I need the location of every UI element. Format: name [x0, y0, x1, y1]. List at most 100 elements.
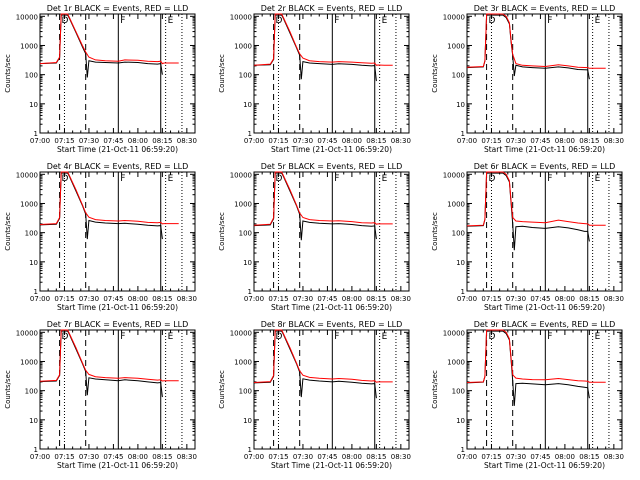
event-marker-label: E: [168, 332, 174, 342]
event-marker-label: F: [547, 16, 552, 26]
panel-title: Det 2r BLACK = Events, RED = LLD: [261, 4, 403, 13]
x-tick-label: 07:30: [293, 137, 313, 145]
y-tick-label: 10: [29, 417, 38, 425]
x-tick-label: 07:15: [54, 137, 74, 145]
panel-8: Det 8r BLACK = Events, RED = LLD 1 10 100 10…: [218, 320, 411, 470]
x-tick-label: 07:15: [481, 453, 501, 461]
event-marker-label: D: [276, 332, 283, 342]
panel-title: Det 8r BLACK = Events, RED = LLD: [261, 320, 403, 329]
panel-3: Det 3r BLACK = Events, RED = LLD 1 10 100 10…: [431, 4, 624, 154]
x-tick-label: 08:30: [604, 137, 624, 145]
panel-4: Det 4r BLACK = Events, RED = LLD 1 10 100 10…: [4, 162, 197, 312]
x-tick-label: 07:45: [317, 295, 337, 303]
y-tick-label: 1000: [20, 358, 38, 366]
x-tick-label: 07:45: [317, 137, 337, 145]
plot-frame: [39, 329, 196, 450]
x-axis-label: Start Time (21-Oct-11 06:59:20): [271, 145, 392, 154]
plot-frame: [466, 171, 623, 292]
x-tick-label: 08:15: [366, 137, 386, 145]
x-tick-label: 07:30: [293, 453, 313, 461]
y-tick-label: 1000: [234, 42, 252, 50]
panel-title: Det 5r BLACK = Events, RED = LLD: [261, 162, 403, 171]
y-tick-label: 10000: [16, 329, 38, 337]
event-marker-label: F: [334, 16, 339, 26]
x-tick-label: 07:00: [30, 453, 50, 461]
x-tick-label: 07:30: [79, 137, 99, 145]
x-tick-label: 08:00: [342, 295, 362, 303]
x-tick-label: 08:00: [128, 137, 148, 145]
x-tick-label: 08:30: [391, 137, 411, 145]
y-tick-label: 1: [34, 446, 38, 454]
y-tick-label: 10: [243, 101, 252, 109]
y-tick-label: 100: [452, 388, 465, 396]
plot-frame: [253, 13, 410, 134]
plot-frame: [253, 329, 410, 450]
x-axis-label: Start Time (21-Oct-11 06:59:20): [57, 461, 178, 470]
x-tick-label: 08:30: [177, 295, 197, 303]
panel-title: Det 3r BLACK = Events, RED = LLD: [474, 4, 616, 13]
y-tick-label: 1000: [234, 200, 252, 208]
panel-title: Det 4r BLACK = Events, RED = LLD: [47, 162, 189, 171]
x-tick-label: 07:30: [293, 295, 313, 303]
y-tick-label: 10000: [443, 13, 465, 21]
y-tick-label: 10000: [230, 329, 252, 337]
x-tick-label: 07:30: [79, 295, 99, 303]
x-tick-label: 07:00: [457, 295, 477, 303]
y-axis-label: Counts/sec: [4, 54, 12, 93]
x-tick-label: 07:00: [244, 453, 264, 461]
x-axis-label: Start Time (21-Oct-11 06:59:20): [57, 303, 178, 312]
x-tick-label: 07:00: [244, 137, 264, 145]
event-marker-label: E: [595, 332, 601, 342]
y-tick-label: 1000: [447, 42, 465, 50]
y-tick-label: 10000: [443, 171, 465, 179]
x-tick-label: 07:45: [530, 295, 550, 303]
x-axis-label: Start Time (21-Oct-11 06:59:20): [271, 303, 392, 312]
x-tick-label: 08:15: [579, 295, 599, 303]
x-tick-label: 07:45: [103, 453, 123, 461]
panel-title: Det 9r BLACK = Events, RED = LLD: [474, 320, 616, 329]
x-tick-label: 08:15: [579, 453, 599, 461]
lld-series-line: [466, 171, 606, 227]
y-tick-label: 10: [456, 417, 465, 425]
event-marker-label: E: [168, 16, 174, 26]
y-tick-label: 10000: [16, 171, 38, 179]
x-axis-label: Start Time (21-Oct-11 06:59:20): [57, 145, 178, 154]
y-tick-label: 1: [248, 130, 252, 138]
y-tick-label: 1: [34, 288, 38, 296]
x-tick-label: 08:30: [604, 295, 624, 303]
events-series-line: [253, 330, 377, 399]
x-tick-label: 08:30: [177, 453, 197, 461]
panel-5: Det 5r BLACK = Events, RED = LLD 1 10 100 10…: [218, 162, 411, 312]
x-tick-label: 07:15: [54, 453, 74, 461]
x-tick-label: 08:15: [579, 137, 599, 145]
event-marker-label: D: [489, 174, 496, 184]
y-tick-label: 10: [456, 101, 465, 109]
y-tick-label: 100: [239, 230, 252, 238]
panel-title: Det 1r BLACK = Events, RED = LLD: [47, 4, 189, 13]
event-marker-label: E: [382, 332, 388, 342]
y-tick-label: 1: [248, 446, 252, 454]
y-tick-label: 1: [461, 446, 465, 454]
event-marker-label: E: [595, 174, 601, 184]
x-tick-label: 08:15: [152, 453, 172, 461]
panel-title: Det 7r BLACK = Events, RED = LLD: [47, 320, 189, 329]
lld-series-line: [39, 13, 179, 65]
event-marker-label: E: [382, 16, 388, 26]
y-tick-label: 10: [456, 259, 465, 267]
x-axis-label: Start Time (21-Oct-11 06:59:20): [484, 461, 605, 470]
event-marker-label: D: [489, 16, 496, 26]
y-tick-label: 10000: [230, 13, 252, 21]
x-tick-label: 08:30: [604, 453, 624, 461]
x-tick-label: 07:00: [457, 137, 477, 145]
x-tick-label: 08:00: [555, 453, 575, 461]
x-tick-label: 08:00: [128, 295, 148, 303]
y-tick-label: 10000: [230, 171, 252, 179]
x-tick-label: 08:00: [342, 453, 362, 461]
events-series-line: [466, 172, 590, 251]
lld-series-line: [466, 13, 606, 69]
x-tick-label: 08:15: [152, 295, 172, 303]
plot-frame: [253, 171, 410, 292]
y-axis-label: Counts/sec: [431, 212, 439, 251]
x-tick-label: 08:00: [555, 137, 575, 145]
